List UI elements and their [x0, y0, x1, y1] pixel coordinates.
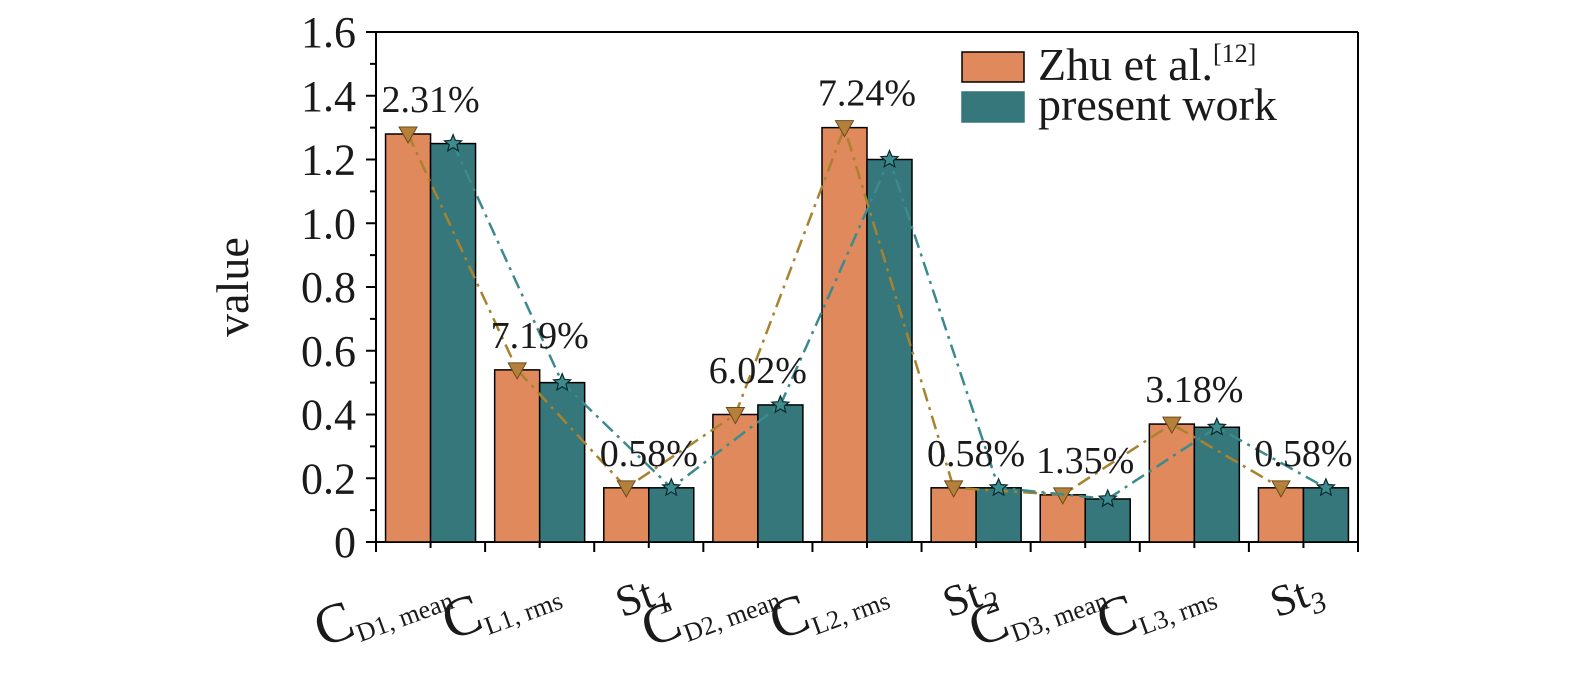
y-tick-label: 0.8 [301, 263, 356, 312]
bar-present-2 [648, 487, 695, 543]
x-tick-label-6: CD3, mean [960, 554, 1112, 661]
legend-label-zhu: Zhu et al.[12] [1038, 39, 1256, 90]
marker-zhu-0 [398, 126, 418, 145]
y-tick-label: 0.6 [301, 327, 356, 376]
bar-zhu-4 [821, 126, 868, 543]
percent-annotation-8: 0.58% [1254, 433, 1352, 475]
x-tick-label-text: CD3, mean [960, 554, 1112, 661]
legend-label-name: present work [1038, 79, 1277, 130]
bar-present-0 [429, 142, 477, 543]
marker-present-0 [443, 133, 464, 153]
x-tick-label-sub: L3, rms [1135, 586, 1221, 641]
legend-label-present: present work [1038, 79, 1277, 130]
marker-present-8 [1315, 477, 1336, 497]
marker-zhu-6 [1052, 487, 1073, 505]
marker-present-3 [770, 394, 791, 414]
marker-zhu-2 [616, 480, 637, 498]
percent-annotation-6: 1.35% [1036, 440, 1134, 482]
y-tick-label: 1.0 [301, 199, 356, 248]
percent-annotation-0: 2.31% [381, 79, 479, 121]
marker-present-6 [1097, 488, 1118, 508]
legend-label-superscript: [12] [1213, 39, 1256, 68]
marker-zhu-8 [1271, 480, 1291, 498]
y-tick-label: 0 [334, 518, 356, 567]
y-tick-label: 1.6 [301, 8, 356, 57]
x-tick-label-sub: L1, rms [481, 586, 567, 641]
y-tick-label: 1.2 [301, 136, 356, 185]
x-tick-label-0: CD1, mean [306, 554, 458, 661]
marker-present-2 [661, 477, 682, 497]
x-tick-label-7: CL3, rms [1088, 554, 1221, 654]
bar-present-6 [1084, 498, 1131, 543]
bar-zhu-3 [712, 413, 759, 543]
marker-present-5 [988, 477, 1009, 497]
x-tick-label-text: CD1, mean [306, 554, 458, 661]
legend-swatch-zhu [961, 51, 1025, 83]
bar-zhu-1 [493, 369, 541, 543]
legend-swatch-present [961, 91, 1025, 123]
bar-present-5 [975, 487, 1022, 543]
bar-zhu-7 [1148, 423, 1196, 543]
legend-label-name: Zhu et al. [1038, 39, 1213, 90]
x-tick-label-base: St [1264, 568, 1315, 627]
x-tick-label-8: St3 [1264, 563, 1332, 633]
x-tick-label-sub: L2, rms [808, 586, 894, 641]
bar-present-4 [866, 158, 913, 543]
bar-present-8 [1302, 487, 1350, 543]
x-tick-label-text: CL2, rms [761, 554, 894, 654]
x-tick-label-3: CD2, mean [633, 554, 785, 661]
bar-present-7 [1193, 426, 1241, 543]
percent-annotation-1: 7.19% [491, 315, 589, 357]
legend: Zhu et al.[12]present work [961, 39, 1277, 130]
bar-present-3 [757, 404, 804, 543]
percent-annotation-5: 0.58% [927, 433, 1025, 475]
bar-zhu-0 [384, 133, 432, 543]
percent-annotation-7: 3.18% [1145, 369, 1243, 411]
marker-zhu-3 [725, 407, 746, 425]
marker-present-1 [552, 372, 573, 392]
percent-annotation-3: 6.02% [709, 350, 807, 392]
x-tick-label-4: CL2, rms [761, 554, 894, 654]
marker-zhu-5 [943, 480, 964, 498]
marker-zhu-4 [834, 120, 855, 138]
marker-present-4 [879, 148, 900, 169]
percent-annotation-4: 7.24% [818, 73, 916, 115]
marker-zhu-1 [507, 362, 528, 380]
bar-present-1 [538, 381, 586, 543]
series-line-zhu [406, 123, 1282, 497]
y-axis-label: value [207, 237, 258, 337]
y-tick-label: 0.4 [301, 391, 356, 440]
x-tick-label-text: CL1, rms [434, 554, 567, 654]
marker-zhu-7 [1161, 416, 1182, 435]
percent-annotation-2: 0.58% [600, 433, 698, 475]
x-tick-label-1: CL1, rms [434, 554, 567, 654]
x-tick-label-text: St3 [1264, 563, 1332, 633]
x-tick-label-text: CL3, rms [1088, 554, 1221, 654]
x-tick-label-text: CD2, mean [633, 554, 785, 661]
y-tick-label: 0.2 [301, 454, 356, 503]
y-tick-label: 1.4 [301, 72, 356, 121]
marker-present-7 [1206, 416, 1227, 436]
